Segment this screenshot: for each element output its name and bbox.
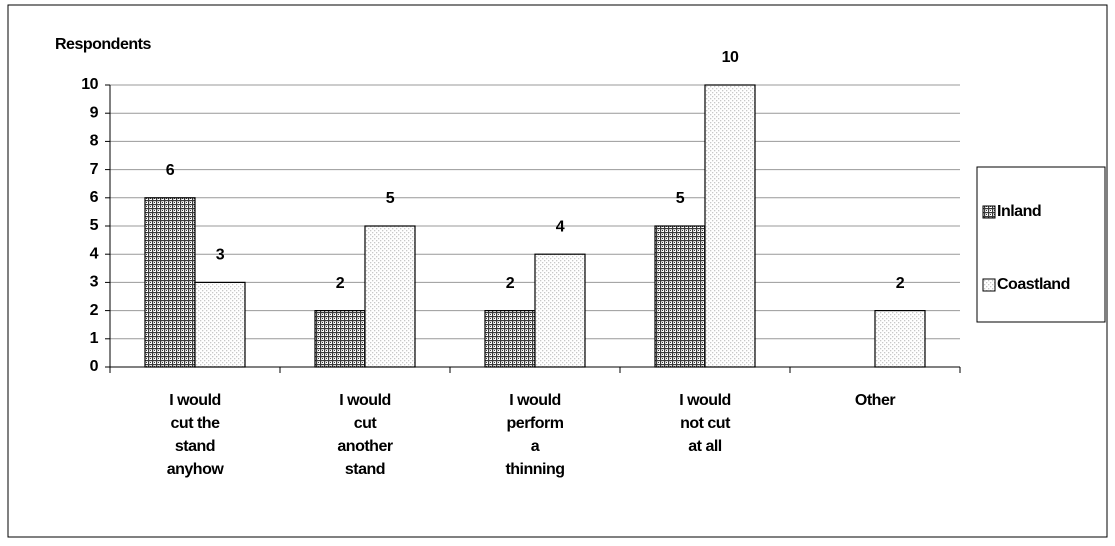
data-label: 6 bbox=[166, 162, 175, 179]
x-tick-label: I would bbox=[169, 392, 221, 409]
data-label: 5 bbox=[676, 190, 685, 207]
legend-swatch bbox=[982, 278, 996, 292]
bar bbox=[704, 84, 756, 368]
legend-box bbox=[976, 166, 1106, 323]
x-tick-label: I would bbox=[679, 392, 731, 409]
bar bbox=[364, 225, 416, 368]
y-tick-label: 2 bbox=[90, 302, 99, 319]
x-tick-label: another bbox=[337, 438, 392, 455]
data-label: 5 bbox=[386, 190, 395, 207]
bar bbox=[874, 310, 926, 368]
y-tick-label: 8 bbox=[90, 133, 99, 150]
x-tick-label: I would bbox=[509, 392, 561, 409]
x-tick-label: at all bbox=[688, 438, 722, 455]
x-tick-label: stand bbox=[175, 438, 215, 455]
x-tick-label: stand bbox=[345, 461, 385, 478]
x-tick-label: a bbox=[531, 438, 540, 455]
data-label: 4 bbox=[556, 218, 565, 235]
x-tick-label: perform bbox=[507, 415, 564, 432]
y-tick-label: 9 bbox=[90, 104, 99, 121]
y-tick-label: 5 bbox=[90, 217, 99, 234]
x-tick-label: cut bbox=[354, 415, 378, 432]
legend-label: Inland bbox=[997, 203, 1041, 220]
bar bbox=[484, 310, 536, 368]
y-tick-label: 10 bbox=[81, 76, 98, 93]
y-tick-label: 1 bbox=[90, 330, 99, 347]
x-tick-label: thinning bbox=[505, 461, 564, 478]
x-tick-label: anyhow bbox=[167, 461, 225, 478]
y-axis-label: Respondents bbox=[55, 36, 151, 53]
bar bbox=[314, 310, 366, 368]
data-label: 2 bbox=[336, 275, 345, 292]
bar bbox=[654, 225, 706, 368]
x-tick-label: Other bbox=[855, 392, 895, 409]
legend-swatch bbox=[982, 205, 996, 219]
y-tick-label: 0 bbox=[90, 358, 99, 375]
y-tick-label: 3 bbox=[90, 274, 99, 291]
data-label: 2 bbox=[506, 275, 515, 292]
y-tick-label: 6 bbox=[90, 189, 99, 206]
bar bbox=[534, 253, 586, 368]
data-label: 3 bbox=[216, 247, 225, 264]
y-tick-label: 7 bbox=[90, 161, 99, 178]
x-tick-label: cut the bbox=[171, 415, 221, 432]
x-tick-label: not cut bbox=[680, 415, 731, 432]
x-tick-label: I would bbox=[339, 392, 391, 409]
bar bbox=[194, 281, 246, 368]
data-label: 10 bbox=[722, 49, 739, 66]
legend-label: Coastland bbox=[997, 276, 1070, 293]
bar bbox=[144, 197, 196, 368]
data-label: 2 bbox=[896, 275, 905, 292]
y-tick-label: 4 bbox=[90, 245, 99, 262]
